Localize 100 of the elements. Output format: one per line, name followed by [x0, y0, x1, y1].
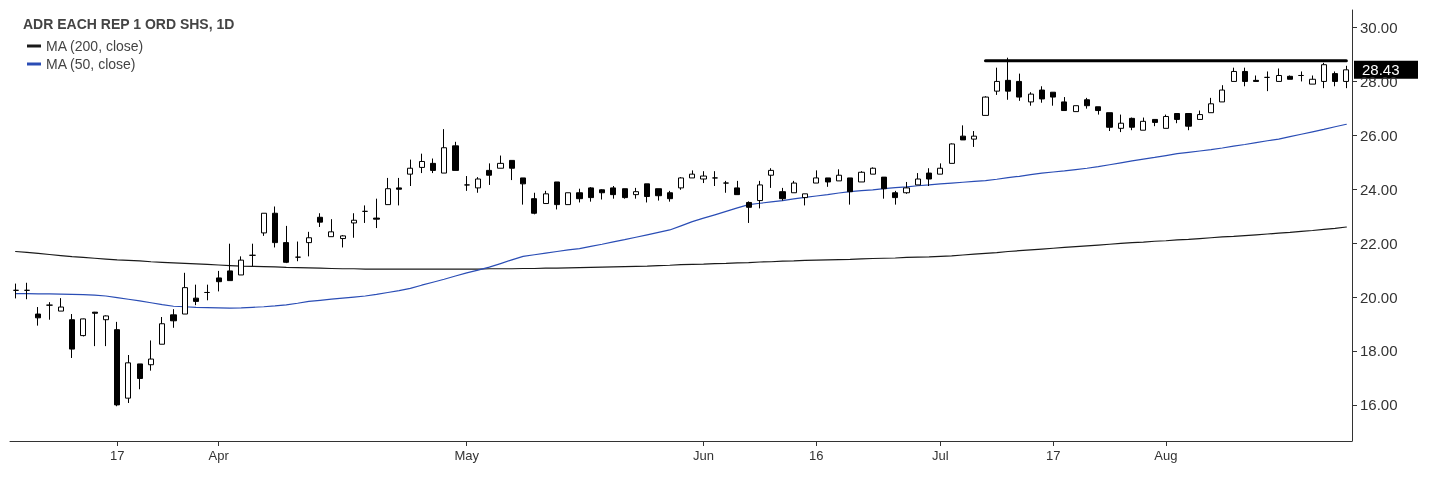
y-tick-label: 22.00 — [1360, 234, 1398, 252]
y-tick-label: 30.00 — [1360, 19, 1398, 37]
candlestick — [892, 190, 898, 206]
legend-label: MA (50, close) — [46, 56, 136, 72]
candlestick — [306, 231, 312, 257]
candlestick — [80, 318, 86, 337]
candlestick — [182, 272, 188, 315]
candlestick — [678, 176, 684, 191]
candlestick — [272, 206, 278, 248]
y-tick-label: 20.00 — [1360, 288, 1398, 306]
candlestick — [1298, 70, 1304, 82]
candlestick — [644, 183, 650, 203]
candlestick — [610, 185, 616, 200]
candlestick — [475, 176, 481, 194]
candlestick — [1028, 91, 1034, 107]
candlestick — [836, 168, 842, 182]
candlestick — [1332, 70, 1338, 87]
candlestick — [1242, 67, 1248, 87]
candlestick — [148, 339, 154, 372]
line-series — [15, 226, 1347, 270]
candlestick — [881, 176, 887, 200]
candlestick — [779, 187, 786, 202]
candlestick — [204, 284, 210, 301]
candlestick — [1152, 118, 1158, 127]
candlestick — [328, 218, 334, 238]
candlestick — [1084, 97, 1090, 110]
candlestick — [137, 363, 143, 390]
candlestick — [1253, 75, 1259, 82]
candlestick — [949, 142, 955, 164]
candlestick — [712, 170, 718, 187]
candlestick — [193, 284, 199, 306]
line-series — [15, 123, 1347, 309]
candlestick — [971, 130, 977, 148]
candlestick — [870, 166, 876, 175]
candlestick — [994, 67, 1000, 96]
x-tick-label: Jun — [693, 448, 715, 463]
candlestick — [92, 311, 98, 347]
candlestick — [497, 155, 504, 169]
candlestick — [858, 170, 865, 183]
candlestick — [103, 314, 109, 347]
candlestick — [317, 212, 323, 228]
candlestick — [373, 198, 380, 229]
candlestick — [554, 181, 560, 210]
candlestick — [1095, 106, 1101, 116]
candlestick — [1039, 85, 1045, 104]
candlestick — [385, 177, 391, 206]
candlestick — [1219, 84, 1225, 103]
candlestick — [452, 141, 459, 171]
candlestick — [1174, 113, 1180, 124]
candlestick — [1197, 110, 1203, 120]
candlestick — [599, 188, 605, 200]
candlestick — [1343, 65, 1349, 89]
legend-label: MA (200, close) — [46, 38, 144, 54]
candlestick — [486, 162, 492, 186]
candlestick — [633, 187, 639, 200]
y-tick-label: 24.00 — [1360, 180, 1398, 198]
candlestick — [1185, 113, 1192, 131]
candlestick — [114, 321, 120, 407]
candlestick — [937, 162, 943, 175]
candlestick — [588, 186, 594, 203]
x-tick-label: May — [454, 448, 480, 463]
candlestick — [1016, 73, 1022, 102]
candlestick — [69, 313, 75, 359]
candlestick — [960, 124, 966, 141]
candlestick — [1309, 75, 1316, 85]
y-tick-label: 18.00 — [1360, 342, 1398, 360]
candlestick — [24, 282, 30, 300]
candlestick — [441, 128, 447, 174]
candlestick — [791, 180, 797, 194]
y-tick-label: 16.00 — [1360, 396, 1398, 414]
x-tick-label: Aug — [1154, 448, 1178, 463]
candlestick — [58, 297, 64, 312]
candlestick — [35, 306, 41, 327]
candlestick — [813, 169, 819, 184]
candlestick — [757, 180, 763, 209]
candlestick — [351, 212, 357, 239]
x-tick-label: Apr — [208, 448, 230, 463]
candlestick — [622, 188, 628, 200]
candlestick — [238, 255, 244, 276]
candlestick — [543, 190, 549, 205]
candlestick — [1050, 91, 1056, 107]
candlestick — [1118, 114, 1124, 133]
candlestick — [982, 95, 989, 116]
candlestick — [825, 177, 831, 188]
candlestick — [520, 177, 526, 206]
candlestick — [407, 159, 413, 187]
x-tick-label: Jul — [932, 448, 949, 463]
candlestick — [261, 212, 267, 237]
x-tick-label: 16 — [809, 448, 824, 463]
candlestick — [46, 301, 53, 321]
candlestick — [340, 234, 346, 248]
candlestick — [159, 316, 165, 345]
candlestick — [1129, 117, 1135, 131]
candlestick — [295, 241, 301, 262]
candlestick — [509, 159, 515, 181]
candlestick — [396, 177, 402, 206]
text: ADR EACH REP 1 ORD SHS, 1D — [23, 16, 235, 32]
candlestick — [903, 181, 910, 195]
candlestick — [1061, 96, 1067, 112]
candlestick — [655, 188, 662, 202]
